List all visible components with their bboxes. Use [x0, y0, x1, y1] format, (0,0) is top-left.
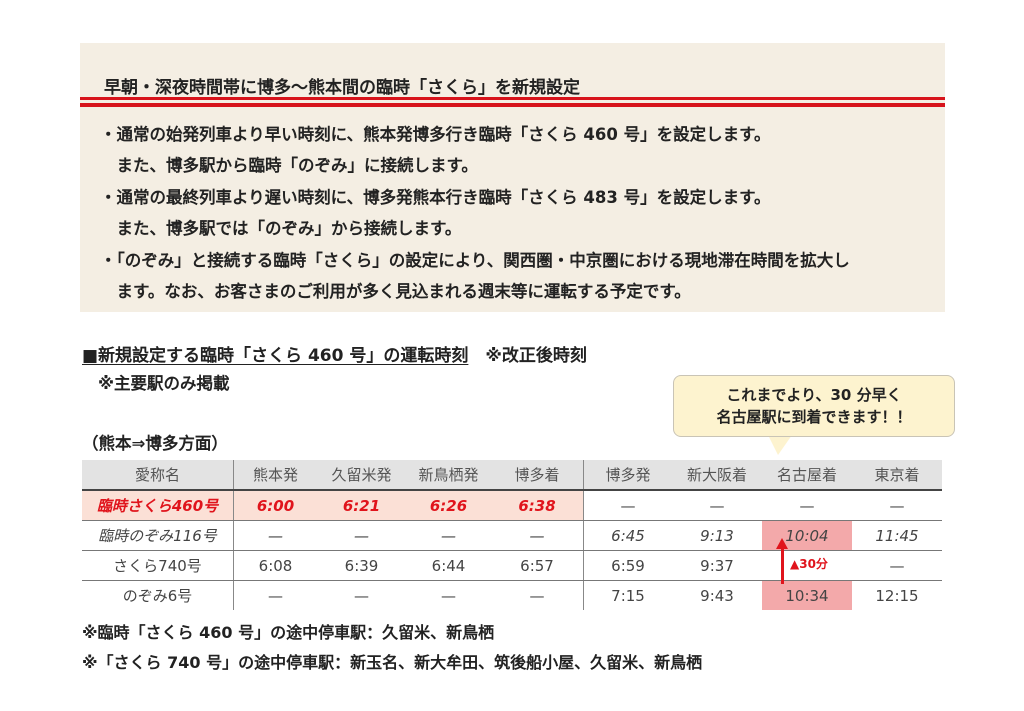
- time-cell: —: [268, 586, 283, 605]
- time-cell: —: [762, 490, 852, 521]
- time-cell: —: [406, 520, 491, 551]
- time-cell: 11:45: [852, 520, 942, 551]
- time-cell: 6:39: [317, 550, 406, 581]
- column-header: 熊本発: [233, 460, 317, 491]
- time-cell: 7:15: [611, 586, 645, 605]
- column-header: 新大阪着: [672, 460, 762, 491]
- section-heading-text: ■新規設定する臨時「さくら 460 号」の運転時刻: [82, 346, 469, 366]
- time-cell: 6:08: [233, 550, 317, 581]
- column-header: 愛称名: [82, 460, 234, 491]
- time-cell: 6:57: [491, 550, 584, 581]
- panel-title: 早朝・深夜時間帯に博多～熊本間の臨時「さくら」を新規設定: [104, 78, 580, 98]
- bullet-text: また、博多駅では「のぞみ」から接続します。: [100, 219, 462, 238]
- time-cell: —: [852, 550, 942, 581]
- time-cell: —: [491, 580, 584, 610]
- time-cell: 6:26: [406, 490, 491, 521]
- time-saved-label: ▲30分: [790, 557, 828, 571]
- callout-line: 名古屋駅に到着できます！！: [716, 408, 912, 426]
- time-cell: 6:44: [406, 550, 491, 581]
- time-cell: 6:38: [491, 490, 584, 521]
- time-cell-highlight: 10:34: [762, 580, 852, 610]
- column-header: 博多着: [491, 460, 584, 491]
- column-header: 久留米発: [317, 460, 406, 491]
- time-cell: 9:43: [700, 586, 734, 605]
- column-header: 東京着: [852, 460, 942, 491]
- arrow-up-icon: [776, 538, 788, 549]
- red-divider: [80, 97, 945, 100]
- bullet-text: また、博多駅から臨時「のぞみ」に接続します。: [100, 156, 478, 175]
- time-cell: —: [491, 520, 584, 551]
- time-cell: —: [672, 490, 762, 521]
- time-cell: —: [233, 520, 317, 551]
- time-cell: 6:00: [233, 490, 317, 521]
- timetable: 愛称名 熊本発 久留米発 新鳥栖発 博多着 博多発 新大阪着 名古屋着 東京着 …: [82, 460, 942, 610]
- time-cell: 6:59: [583, 550, 672, 581]
- time-cell: 9:13: [672, 520, 762, 551]
- time-cell: 6:45: [583, 520, 672, 551]
- red-divider: [80, 103, 945, 107]
- time-cell: 6:21: [317, 490, 406, 521]
- callout-tail: [768, 435, 792, 455]
- footnote: ※「さくら 740 号」の途中停車駅：新玉名、新大牟田、筑後船小屋、久留米、新鳥…: [82, 653, 703, 672]
- bullet-text: ます。なお、お客さまのご利用が多く見込まれる週末等に運転する予定です。: [100, 282, 691, 301]
- time-cell: 9:37: [672, 550, 762, 581]
- train-name: さくら740号: [82, 550, 234, 581]
- bullet-text: ・「のぞみ」と接続する臨時「さくら」の設定により、関西圏・中京圏における現地滞在…: [100, 251, 850, 270]
- table-header-row: 愛称名 熊本発 久留米発 新鳥栖発 博多着 博多発 新大阪着 名古屋着 東京着: [82, 460, 942, 491]
- time-cell: 12:15: [875, 586, 919, 605]
- column-header: 博多発: [583, 460, 672, 491]
- column-header: 新鳥栖発: [406, 460, 491, 491]
- time-cell: —: [583, 490, 672, 521]
- time-cell: —: [441, 586, 456, 605]
- bullet-text: ・通常の最終列車より遅い時刻に、博多発熊本行き臨時「さくら 483 号」を設定し…: [100, 188, 771, 207]
- callout-line: これまでより、30 分早く: [726, 386, 902, 404]
- arrow-shaft: [781, 546, 784, 584]
- bullet-text: ・通常の始発列車より早い時刻に、熊本発博多行き臨時「さくら 460 号」を設定し…: [100, 125, 771, 144]
- sub-note: ※主要駅のみ掲載: [98, 374, 230, 393]
- column-header: 名古屋着: [762, 460, 852, 491]
- table-row: 臨時さくら460号 6:00 6:21 6:26 6:38 — — — —: [82, 490, 942, 521]
- train-name: のぞみ6号: [82, 580, 234, 610]
- callout: これまでより、30 分早く 名古屋駅に到着できます！！: [673, 375, 955, 437]
- table-row: のぞみ6号 — — — — 7:15 9:43 10:34 12:15: [82, 580, 942, 610]
- info-panel: [80, 43, 945, 312]
- train-name: 臨時さくら460号: [82, 490, 234, 521]
- time-cell-highlight: 10:04: [762, 520, 852, 551]
- section-heading: ■新規設定する臨時「さくら 460 号」の運転時刻 ※改正後時刻: [82, 341, 587, 366]
- time-cell: —: [852, 490, 942, 521]
- time-cell: —: [354, 586, 369, 605]
- table-row: さくら740号 6:08 6:39 6:44 6:57 6:59 9:37 —: [82, 550, 942, 581]
- footnote: ※臨時「さくら 460 号」の途中停車駅：久留米、新鳥栖: [82, 623, 495, 642]
- direction-label: （熊本⇒博多方面）: [82, 434, 228, 453]
- train-name: 臨時のぞみ116号: [82, 520, 234, 551]
- time-cell: —: [317, 520, 406, 551]
- table-row: 臨時のぞみ116号 — — — — 6:45 9:13 10:04 11:45: [82, 520, 942, 551]
- section-heading-note: ※改正後時刻: [485, 346, 587, 366]
- time-cell: [762, 550, 852, 581]
